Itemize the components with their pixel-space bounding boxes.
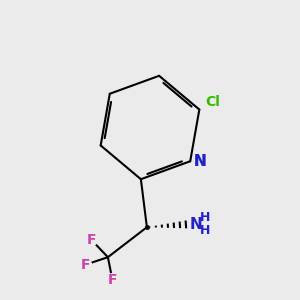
Circle shape — [80, 259, 92, 271]
Text: F: F — [81, 258, 90, 272]
Circle shape — [193, 154, 206, 168]
Text: Cl: Cl — [206, 95, 220, 109]
Text: H: H — [200, 224, 211, 237]
Text: N: N — [194, 154, 206, 169]
Circle shape — [204, 94, 221, 110]
Circle shape — [188, 216, 205, 232]
Circle shape — [106, 274, 119, 286]
Circle shape — [85, 234, 98, 246]
Text: F: F — [108, 273, 117, 287]
Text: N: N — [190, 217, 203, 232]
Text: H: H — [200, 211, 211, 224]
Text: F: F — [87, 233, 96, 247]
Text: N: N — [194, 154, 206, 169]
